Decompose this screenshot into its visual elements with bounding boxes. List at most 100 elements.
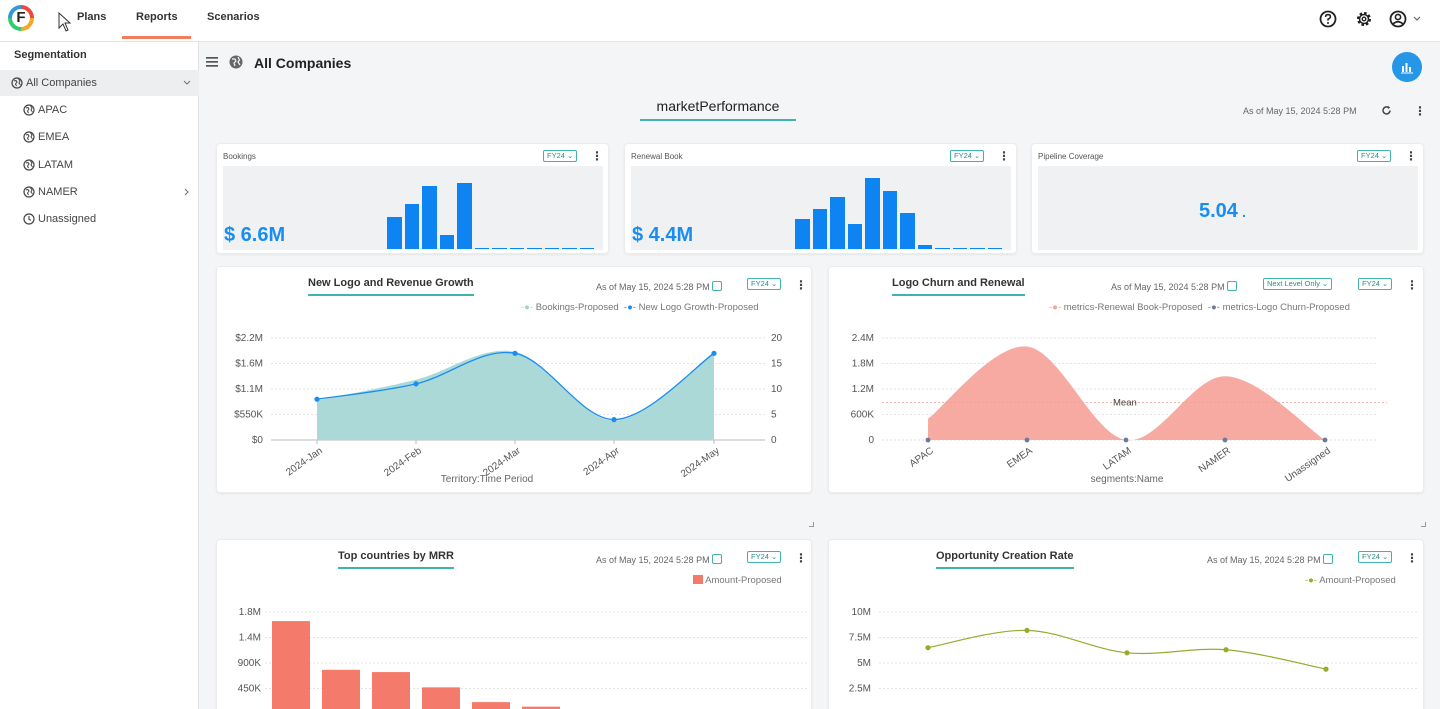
tab-plans[interactable]: Plans	[77, 11, 107, 23]
data-point[interactable]	[1024, 437, 1030, 443]
kpi-bar	[562, 248, 577, 249]
kpi-sparkline-area	[223, 166, 603, 250]
kpi-number: 5.04	[1199, 200, 1238, 222]
period-dropdown[interactable]: FY24 ⌄	[1358, 278, 1393, 290]
resize-handle[interactable]	[1421, 522, 1426, 527]
data-point[interactable]	[611, 417, 617, 423]
chart-as-of: As of May 15, 2024 5:28 PM	[1207, 554, 1333, 565]
data-point[interactable]	[1223, 647, 1229, 653]
top-bar: F Plans Reports Scenarios	[0, 0, 1440, 42]
y2-tick-label: 20	[771, 333, 783, 344]
bar[interactable]	[522, 706, 560, 709]
more-options-icon[interactable]: ⋮	[795, 278, 807, 292]
sync-icon[interactable]	[1322, 554, 1333, 564]
tab-scenarios[interactable]: Scenarios	[207, 11, 260, 23]
period-value: FY24	[751, 552, 769, 561]
more-options-icon[interactable]: ⋮	[1406, 551, 1418, 565]
chart-view-button[interactable]	[1392, 52, 1422, 82]
x-axis-label: Territory:Time Period	[441, 474, 533, 485]
period-dropdown[interactable]: FY24 ⌄	[747, 551, 782, 563]
more-options-icon[interactable]: ⋮	[1414, 104, 1426, 118]
data-point[interactable]	[1024, 627, 1030, 633]
bar[interactable]	[372, 672, 410, 709]
chevron-right-icon[interactable]	[184, 188, 190, 196]
chevron-down-icon[interactable]	[1412, 15, 1422, 23]
chevron-down-icon[interactable]	[183, 80, 191, 86]
kpi-bar	[795, 218, 810, 249]
data-point[interactable]	[1323, 666, 1329, 672]
legend-item-renewal-book[interactable]: -●- metrics-Renewal Book-Proposed	[1049, 302, 1203, 313]
gear-icon[interactable]	[1354, 9, 1374, 29]
legend-item-new-logo[interactable]: -●- New Logo Growth-Proposed	[623, 302, 759, 313]
globe-icon	[229, 55, 243, 69]
sync-icon[interactable]	[711, 554, 722, 564]
data-point[interactable]	[1124, 650, 1130, 656]
refresh-icon[interactable]	[1381, 105, 1392, 116]
period-dropdown[interactable]: FY24 ⌄	[950, 150, 985, 162]
bar[interactable]	[322, 669, 360, 709]
chart-card-opportunity-creation: Opportunity Creation Rate As of May 15, …	[828, 539, 1424, 709]
legend-item-amount[interactable]: -●- Amount-Proposed	[1305, 575, 1396, 586]
data-point[interactable]	[1322, 437, 1328, 443]
sidebar-item-latam[interactable]: LATAM	[0, 152, 199, 178]
as-of-text: As of May 15, 2024 5:28 PM	[1111, 282, 1225, 292]
more-options-icon[interactable]: ⋮	[591, 149, 603, 163]
kpi-title: Bookings	[223, 152, 256, 161]
kpi-bar	[952, 248, 967, 249]
help-icon[interactable]	[1318, 9, 1338, 29]
data-point[interactable]	[925, 645, 931, 651]
sidebar-item-emea[interactable]: EMEA	[0, 124, 199, 150]
period-dropdown[interactable]: FY24 ⌄	[747, 278, 782, 290]
level-dropdown[interactable]: Next Level Only ⌄	[1263, 278, 1333, 290]
kpi-bar	[422, 185, 437, 249]
sidebar-item-unassigned[interactable]: Unassigned	[0, 206, 199, 232]
chart-as-of: As of May 15, 2024 5:28 PM	[596, 554, 722, 565]
more-options-icon[interactable]: ⋮	[1405, 149, 1417, 163]
x-tick-label: 2024-Jan	[284, 445, 324, 478]
chart-title: Opportunity Creation Rate	[936, 550, 1074, 569]
chart3-svg: 450K 900K 1.4M 1.8M	[238, 607, 807, 709]
legend-item-bookings[interactable]: -●- Bookings-Proposed	[521, 302, 619, 313]
sync-icon[interactable]	[711, 281, 722, 291]
data-point[interactable]	[512, 350, 518, 356]
sync-icon[interactable]	[1226, 281, 1237, 291]
more-options-icon[interactable]: ⋮	[795, 551, 807, 565]
kpi-bar	[387, 216, 402, 249]
period-dropdown[interactable]: FY24 ⌄	[1358, 551, 1393, 563]
data-point[interactable]	[1222, 437, 1228, 443]
period-value: FY24	[751, 279, 769, 288]
menu-icon[interactable]	[206, 56, 219, 68]
more-options-icon[interactable]: ⋮	[998, 149, 1010, 163]
sidebar-item-label: EMEA	[38, 131, 70, 143]
as-of-text: As of May 15, 2024 5:28 PM	[596, 282, 710, 292]
sidebar-item-all-companies[interactable]: All Companies	[0, 70, 199, 96]
resize-handle[interactable]	[809, 522, 814, 527]
chart-card-top-countries-mrr: Top countries by MRR As of May 15, 2024 …	[216, 539, 812, 709]
user-account-icon[interactable]	[1388, 9, 1408, 29]
x-tick-label: NAMER	[1197, 445, 1233, 475]
period-dropdown[interactable]: FY24 ⌄	[1357, 150, 1392, 162]
period-dropdown[interactable]: FY24 ⌄	[543, 150, 578, 162]
app-logo[interactable]: F	[8, 5, 34, 31]
globe-icon	[23, 104, 35, 116]
data-point[interactable]	[314, 396, 320, 402]
kpi-sparkline-area	[631, 166, 1011, 250]
bar[interactable]	[272, 621, 310, 709]
bar[interactable]	[472, 702, 510, 709]
sidebar-item-label: Unassigned	[38, 213, 97, 225]
chart4-svg: 2.5M 5M 7.5M 10M	[849, 607, 1419, 695]
chart-card-new-logo-revenue: New Logo and Revenue Growth As of May 15…	[216, 266, 812, 493]
more-options-icon[interactable]: ⋮	[1406, 278, 1418, 292]
data-point[interactable]	[925, 437, 931, 443]
data-point[interactable]	[1123, 437, 1129, 443]
data-point[interactable]	[413, 381, 419, 387]
legend-item-amount[interactable]: Amount-Proposed	[693, 575, 782, 586]
sidebar-item-apac[interactable]: APAC	[0, 97, 199, 123]
chart-legend: Amount-Proposed	[693, 575, 782, 586]
tab-reports[interactable]: Reports	[136, 11, 178, 23]
bar[interactable]	[422, 687, 460, 709]
legend-item-logo-churn[interactable]: -●- metrics-Logo Churn-Proposed	[1207, 302, 1350, 313]
sidebar-item-namer[interactable]: NAMER	[0, 179, 199, 205]
data-point[interactable]	[711, 350, 717, 356]
kpi-value: $ 4.4M	[632, 224, 694, 246]
